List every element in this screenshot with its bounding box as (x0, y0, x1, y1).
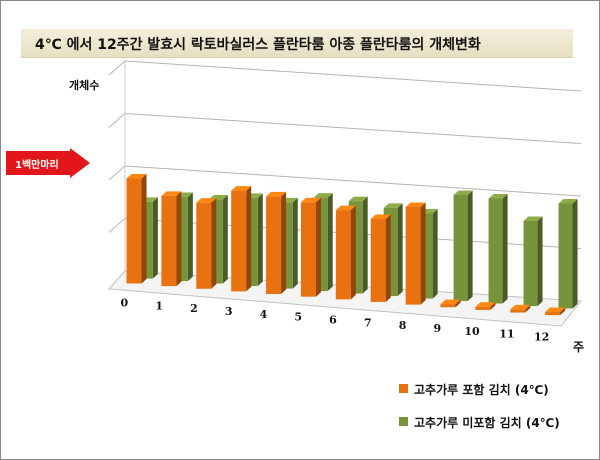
x-tick-label: 2 (190, 302, 198, 315)
legend-swatch-green (399, 417, 408, 426)
x-tick-label: 5 (294, 311, 302, 324)
callout-label: 1백만마리 (15, 160, 59, 171)
bar-orange-week-10 (475, 302, 496, 310)
bar-orange-week-8 (405, 202, 426, 305)
bar-orange-week-9 (440, 299, 461, 308)
bar-green-week-10 (488, 194, 508, 304)
bars (126, 173, 578, 316)
gridlines (108, 60, 582, 271)
bar-green-week-11 (523, 216, 543, 307)
x-tick-labels: 0 1 2 3 4 5 6 7 8 9 10 11 12 (121, 296, 550, 343)
x-tick-label: 6 (329, 314, 337, 327)
legend-swatch-orange (399, 384, 408, 393)
bar-orange-week-5 (300, 197, 321, 297)
bar-chart: 0 1 2 3 4 5 6 7 8 9 10 11 12 주 (107, 60, 584, 354)
x-tick-label: 11 (499, 328, 514, 341)
gridline (108, 112, 582, 144)
bar-orange-week-0 (126, 173, 147, 284)
chart-title: 4℃ 에서 12주간 발효시 락토바실러스 플란타룸 아종 플란타룸의 개체변화 (35, 37, 481, 53)
legend-label-orange: 고추가루 포함 김치 (4℃) (414, 383, 549, 397)
bar-green-week-12 (558, 199, 578, 309)
bar-green-week-9 (453, 190, 473, 302)
x-tick-label: 4 (260, 308, 268, 321)
x-tick-label: 9 (433, 322, 441, 335)
x-tick-label: 3 (225, 305, 233, 318)
bar-orange-week-1 (161, 191, 182, 287)
x-tick-label: 1 (155, 299, 163, 312)
x-tick-label: 10 (464, 325, 480, 338)
bar-orange-week-7 (370, 214, 391, 302)
x-axis-label: 주 (573, 340, 584, 354)
y-axis-label: 개체수 (69, 79, 100, 92)
bar-orange-week-12 (545, 307, 566, 316)
x-tick-label: 0 (121, 296, 129, 309)
bar-orange-week-4 (266, 191, 287, 295)
callout-arrow (6, 148, 90, 178)
legend-label-green: 고추가루 미포함 김치 (4℃) (414, 416, 560, 430)
bar-orange-week-6 (335, 205, 356, 300)
bar-orange-week-2 (196, 198, 217, 289)
x-tick-label: 7 (364, 316, 372, 329)
x-tick-label: 12 (534, 331, 549, 344)
gridline (108, 60, 582, 92)
x-tick-label: 8 (399, 319, 407, 332)
bar-orange-week-3 (231, 186, 252, 292)
bar-orange-week-11 (510, 304, 531, 313)
title-band: 4℃ 에서 12주간 발효시 락토바실러스 플란타룸 아종 플란타룸의 개체변화 (21, 29, 573, 58)
